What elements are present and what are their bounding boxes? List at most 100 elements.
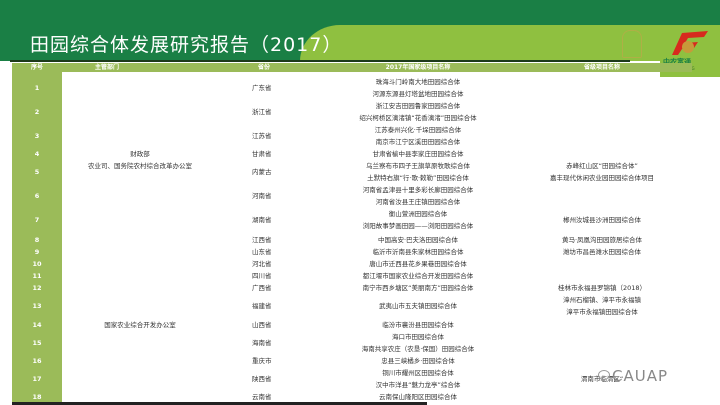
province-cell: 云南省 bbox=[252, 393, 272, 401]
national-project-cell-line: 绍兴柯桥区漓渚镇“花香漓渚”田园综合体 bbox=[359, 114, 477, 122]
national-project-cell: 临汾市襄汾县田园综合体 bbox=[382, 319, 454, 331]
row-number: 18 bbox=[32, 393, 42, 401]
national-project-cell: 武夷山市五夫镇田园综合体 bbox=[379, 300, 457, 312]
province-cell: 浙江省 bbox=[252, 108, 272, 116]
department-finance: 财政部 农业司、国务院农村综合改革办公室 bbox=[88, 148, 192, 172]
national-project-cell: 云南保山隆阳区田园综合体 bbox=[379, 391, 457, 403]
provincial-project-cell-line: 赤峰红山区“田园综合体” bbox=[566, 162, 638, 170]
national-project-cell-line: 乌兰察布市四子王旗草原牧歌综合体 bbox=[366, 162, 470, 170]
national-project-cell: 乌兰察布市四子王旗草原牧歌综合体 土默特右旗“行·歌·敕勒”田园综合体 bbox=[366, 160, 470, 184]
logo-brand-text: 中农富通 bbox=[663, 58, 691, 66]
sequence-column bbox=[12, 72, 62, 402]
header-province: 省份 bbox=[257, 64, 271, 71]
provincial-project-cell-line: 漳州石榴镇、漳平市永福镇 bbox=[563, 296, 641, 304]
department-line: 国家农业综合开发办公室 bbox=[104, 321, 176, 329]
national-project-cell: 甘肃省榆中县李家庄田园综合体 bbox=[373, 148, 464, 160]
national-project-cell-line: 衡山萱洲田园综合体 bbox=[388, 210, 448, 218]
national-project-cell-line: 甘肃省榆中县李家庄田园综合体 bbox=[372, 150, 464, 158]
province-cell: 甘肃省 bbox=[252, 150, 272, 158]
province-cell: 内蒙古 bbox=[252, 168, 272, 176]
national-project-cell-line: 中国高安·巴夫洛田园综合体 bbox=[377, 236, 459, 244]
row-number: 15 bbox=[32, 339, 42, 347]
national-project-cell-line: 河南省汝县王庄镇田园综合体 bbox=[375, 198, 461, 206]
row-number: 5 bbox=[34, 168, 40, 176]
header-provincial-project: 省级项目名称 bbox=[583, 64, 621, 71]
provincial-project-cell: 桂林市永福县罗锦镇（2018） bbox=[558, 282, 646, 294]
university-emblem-icon bbox=[622, 30, 642, 58]
provincial-project-cell-line: 桂林市永福县罗锦镇（2018） bbox=[557, 284, 647, 292]
header-department: 主管部门 bbox=[94, 64, 120, 71]
provincial-project-cell: 赤峰红山区“田园综合体” 嘉丰现代休闲农业园田园综合体项目 bbox=[550, 160, 654, 184]
national-project-cell-line: 珠海斗门岭南大地田园综合体 bbox=[375, 78, 461, 86]
row-number: 9 bbox=[34, 248, 40, 256]
national-project-cell: 临沂市沂南县朱家林田园综合体 bbox=[373, 246, 464, 258]
national-project-cell: 唐山市迁西县花乡果巷田园综合体 bbox=[369, 258, 467, 270]
row-number: 8 bbox=[34, 236, 40, 244]
national-project-cell-line: 河南省孟津县十里多彩长廊田园综合体 bbox=[362, 186, 474, 194]
provincial-project-cell: 郴州汝城县沙洲田园综合体 bbox=[563, 214, 641, 226]
row-number: 16 bbox=[32, 357, 42, 365]
provincial-project-cell-line: 嘉丰现代休闲农业园田园综合体项目 bbox=[550, 174, 654, 182]
watermark: CAUAP bbox=[612, 367, 669, 385]
row-number: 10 bbox=[32, 260, 42, 268]
national-project-cell: 铜川市耀州区田园综合体 汉中市洋县“魅力龙亭”综合体 bbox=[376, 367, 461, 391]
national-project-cell: 中国高安·巴夫洛田园综合体 bbox=[378, 234, 458, 246]
department-line: 农业司、国务院农村综合改革办公室 bbox=[88, 162, 192, 170]
row-number: 4 bbox=[34, 150, 40, 158]
national-project-cell-line: 汉中市洋县“魅力龙亭”综合体 bbox=[375, 381, 461, 389]
row-number: 13 bbox=[32, 302, 42, 310]
national-project-cell-line: 浏阳故事梦画田园——浏阳田园综合体 bbox=[362, 222, 474, 230]
province-cell: 山西省 bbox=[252, 320, 272, 329]
national-project-cell-line: 土默特右旗“行·歌·敕勒”田园综合体 bbox=[367, 174, 469, 182]
provincial-project-cell-line: 潍坊市昌邑潍水田园综合体 bbox=[563, 248, 641, 256]
national-project-cell-line: 唐山市迁西县花乡果巷田园综合体 bbox=[369, 260, 467, 268]
province-cell: 陕西省 bbox=[252, 375, 272, 383]
national-project-cell-line: 海口市田园综合体 bbox=[391, 333, 444, 341]
province-cell: 湖南省 bbox=[252, 216, 272, 224]
provincial-project-cell: 黄马·凤凰沟田园旅居综合体 bbox=[562, 234, 642, 246]
national-project-cell: 海口市田园综合体 海南共享农庄（农垦·保国）田园综合体 bbox=[362, 331, 475, 355]
provincial-project-cell: 漳州石榴镇、漳平市永福镇 漳平市永福镇田园综合体 bbox=[563, 294, 641, 318]
national-project-cell-line: 南宁市西乡塘区“美丽南方”田园综合体 bbox=[362, 284, 474, 292]
table-header-row: 序号 主管部门 省份 2017年国家级项目名称 省级项目名称 bbox=[12, 63, 692, 72]
title-divider bbox=[10, 60, 630, 62]
national-project-cell-line: 江苏泰州兴化·千垛田园综合体 bbox=[374, 126, 462, 134]
national-project-cell: 南宁市西乡塘区“美丽南方”田园综合体 bbox=[363, 282, 474, 294]
province-cell: 河南省 bbox=[252, 192, 272, 200]
province-cell: 四川省 bbox=[252, 272, 272, 280]
national-project-cell-line: 铜川市耀州区田园综合体 bbox=[382, 369, 454, 377]
province-cell: 江西省 bbox=[252, 236, 272, 244]
row-number: 12 bbox=[32, 284, 42, 292]
province-cell: 广东省 bbox=[252, 84, 272, 92]
national-project-cell-line: 浙江安吉田园鲁家田园综合体 bbox=[375, 102, 461, 110]
table-bottom-border bbox=[12, 402, 427, 405]
row-number: 3 bbox=[34, 132, 40, 140]
wechat-icon bbox=[598, 370, 610, 380]
department-agri-dev: 国家农业综合开发办公室 bbox=[104, 319, 176, 331]
province-cell: 河北省 bbox=[252, 260, 272, 268]
provincial-project-cell-line: 郴州汝城县沙洲田园综合体 bbox=[563, 216, 641, 224]
national-project-cell-line: 都江堰市国家农业综合开发田园综合体 bbox=[362, 272, 474, 280]
national-project-cell-line: 临汾市襄汾县田园综合体 bbox=[382, 320, 454, 329]
national-project-cell: 河南省孟津县十里多彩长廊田园综合体 河南省汝县王庄镇田园综合体 bbox=[363, 184, 474, 208]
province-cell: 福建省 bbox=[252, 302, 272, 310]
national-project-cell-line: 云南保山隆阳区田园综合体 bbox=[379, 393, 457, 401]
row-number: 14 bbox=[32, 320, 42, 329]
province-cell: 重庆市 bbox=[252, 357, 272, 365]
national-project-cell-line: 武夷山市五夫镇田园综合体 bbox=[379, 302, 457, 310]
provincial-project-cell-line: 黄马·凤凰沟田园旅居综合体 bbox=[561, 236, 643, 244]
banner-accent-swoosh bbox=[300, 25, 720, 61]
national-project-cell-line: 忠县三峡橘乡·田园综合体 bbox=[381, 357, 455, 365]
row-number: 6 bbox=[34, 192, 40, 200]
national-project-cell: 忠县三峡橘乡·田园综合体 bbox=[381, 355, 455, 367]
page-title: 田园综合体发展研究报告（2017） bbox=[30, 34, 343, 56]
header-seq: 序号 bbox=[30, 64, 44, 71]
national-project-cell: 珠海斗门岭南大地田园综合体 河源东源县灯塔盆地田园综合体 bbox=[373, 76, 464, 100]
national-project-cell-line: 临沂市沂南县朱家林田园综合体 bbox=[372, 248, 464, 256]
header-national-project: 2017年国家级项目名称 bbox=[385, 64, 451, 71]
province-cell: 山东省 bbox=[252, 248, 272, 256]
province-cell: 广西省 bbox=[252, 284, 272, 292]
national-project-cell-line: 南京市江宁区溪田田园综合体 bbox=[375, 138, 461, 146]
national-project-cell: 都江堰市国家农业综合开发田园综合体 bbox=[363, 270, 474, 282]
row-number: 2 bbox=[34, 108, 40, 116]
